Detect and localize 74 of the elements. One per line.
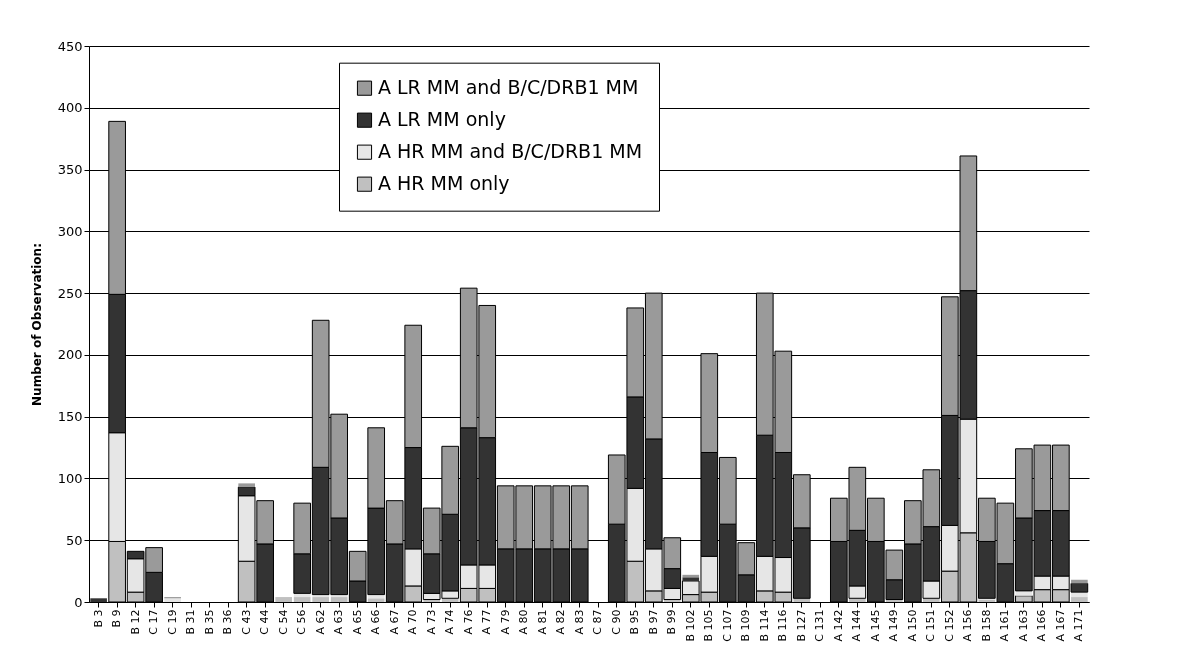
y-tick-label: 150	[57, 409, 83, 425]
y-tick-label: 50	[65, 532, 83, 548]
x-tick-label: C 107	[720, 609, 734, 642]
x-tick-label: B 114	[757, 609, 771, 642]
x-tick-label: A 80	[517, 609, 531, 635]
x-tick-label: A 163	[1016, 609, 1030, 642]
bar	[275, 597, 292, 602]
bar	[367, 598, 385, 602]
x-tick-label: A 76	[461, 609, 475, 635]
legend-label: A HR MM and B/C/DRB1 MM	[378, 140, 643, 163]
x-tick-label: B 35	[202, 609, 216, 635]
x-tick-label: A 73	[424, 609, 438, 635]
x-tick-label: C 44	[258, 609, 272, 635]
x-tick-label: A 167	[1053, 609, 1067, 642]
y-tick-label: 350	[57, 162, 83, 178]
x-tick-label: A 67	[387, 609, 401, 635]
legend-label: A LR MM and B/C/DRB1 MM	[378, 76, 639, 99]
x-tick-label: A 156	[961, 609, 975, 642]
y-tick-label: 250	[57, 285, 83, 301]
x-tick-label: C 43	[239, 609, 253, 635]
x-tick-label: B 105	[702, 609, 716, 642]
y-tick-label: 0	[74, 594, 83, 610]
x-tick-label: A 166	[1035, 609, 1049, 642]
y-tick-label: 400	[57, 100, 83, 116]
x-tick-label: A 65	[350, 609, 364, 635]
y-tick-label: 100	[57, 470, 83, 486]
x-tick-label: A 63	[332, 609, 346, 635]
x-tick-label: A 150	[905, 609, 919, 642]
x-tick-label: B 158	[979, 609, 993, 642]
x-tick-label: A 77	[480, 609, 494, 635]
bar	[90, 598, 107, 602]
x-tick-label: A 161	[998, 609, 1012, 642]
x-tick-label: A 171	[1072, 609, 1086, 642]
x-tick-label: A 83	[572, 609, 586, 635]
x-tick-label: C 131	[813, 609, 827, 642]
x-tick-label: A 81	[535, 609, 549, 635]
x-tick-label: C 152	[942, 609, 956, 642]
bar	[238, 483, 255, 488]
x-tick-label: A 145	[868, 609, 882, 642]
y-tick-label: 200	[57, 347, 83, 363]
x-tick-label: A 149	[887, 609, 901, 642]
bar	[330, 597, 348, 602]
x-tick-label: C 19	[165, 609, 179, 635]
x-tick-label: B 102	[683, 609, 697, 642]
x-tick-label: B 116	[776, 609, 790, 642]
x-tick-label: B 99	[665, 609, 679, 635]
x-tick-label: B 3	[91, 609, 105, 628]
x-tick-label: A 74	[443, 609, 457, 635]
x-tick-label: B 95	[628, 609, 642, 635]
y-tick-label: 300	[57, 223, 83, 239]
x-tick-label: B 36	[221, 609, 235, 635]
x-tick-label: C 87	[591, 609, 605, 635]
x-tick-label: C 56	[295, 609, 309, 635]
x-tick-label: C 90	[609, 609, 623, 635]
x-tick-label: A 144	[850, 609, 864, 642]
x-tick-label: C 54	[276, 609, 290, 635]
x-tick-label: B 12	[128, 609, 142, 635]
legend-label: A HR MM only	[378, 172, 510, 195]
x-tick-label: B 109	[739, 609, 753, 642]
x-tick-label: A 66	[369, 609, 383, 635]
y-tick-label: 450	[57, 38, 83, 54]
x-tick-label: A 62	[313, 609, 327, 635]
x-tick-label: B 31	[184, 609, 198, 635]
legend-label: A LR MM only	[378, 108, 506, 131]
x-tick-label: C 151	[924, 609, 938, 642]
x-tick-label: B 97	[646, 609, 660, 635]
x-tick-label: A 70	[406, 609, 420, 635]
x-tick-label: A 79	[498, 609, 512, 635]
x-tick-label: B 127	[794, 609, 808, 642]
x-tick-label: C 17	[147, 609, 161, 635]
x-tick-label: A 82	[554, 609, 568, 635]
x-tick-label: A 142	[831, 609, 845, 642]
x-tick-label: B 9	[110, 609, 124, 628]
y-axis-title: Number of Observation:	[29, 243, 44, 406]
